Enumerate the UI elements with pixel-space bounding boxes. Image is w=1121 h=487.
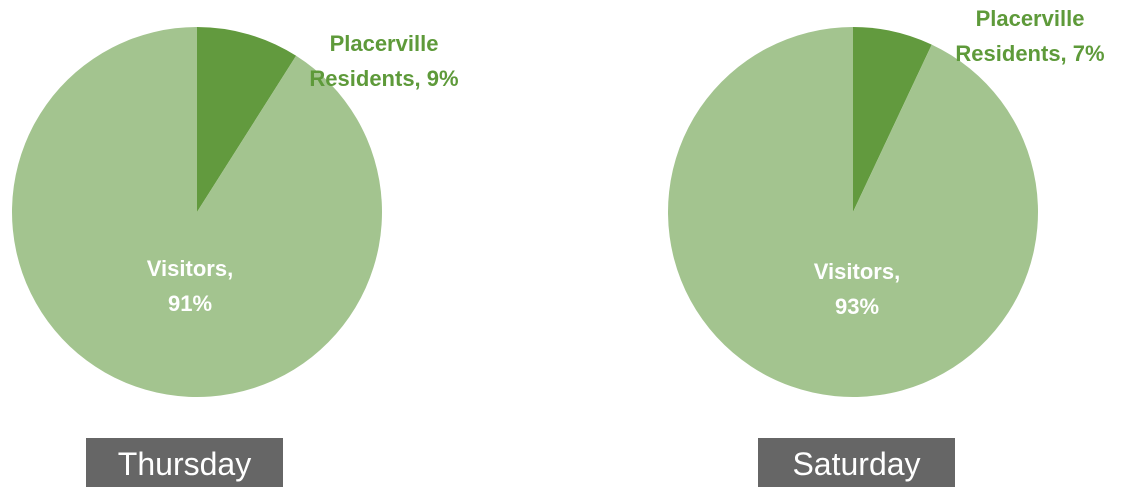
title-box [86,438,283,487]
pie-slice [197,27,297,212]
data-label: Visitors, 91% [147,256,233,316]
pie-slice [11,27,382,397]
chart-title: Thursday [118,446,251,482]
data-label: Placerville Residents, 9% [309,31,458,91]
pie-slice [853,27,932,212]
data-label: Visitors, 93% [814,259,900,319]
data-label: Placerville Residents, 7% [955,6,1104,66]
title-box [758,438,955,487]
chart-title: Saturday [792,446,920,482]
pie-slice [668,27,1038,397]
